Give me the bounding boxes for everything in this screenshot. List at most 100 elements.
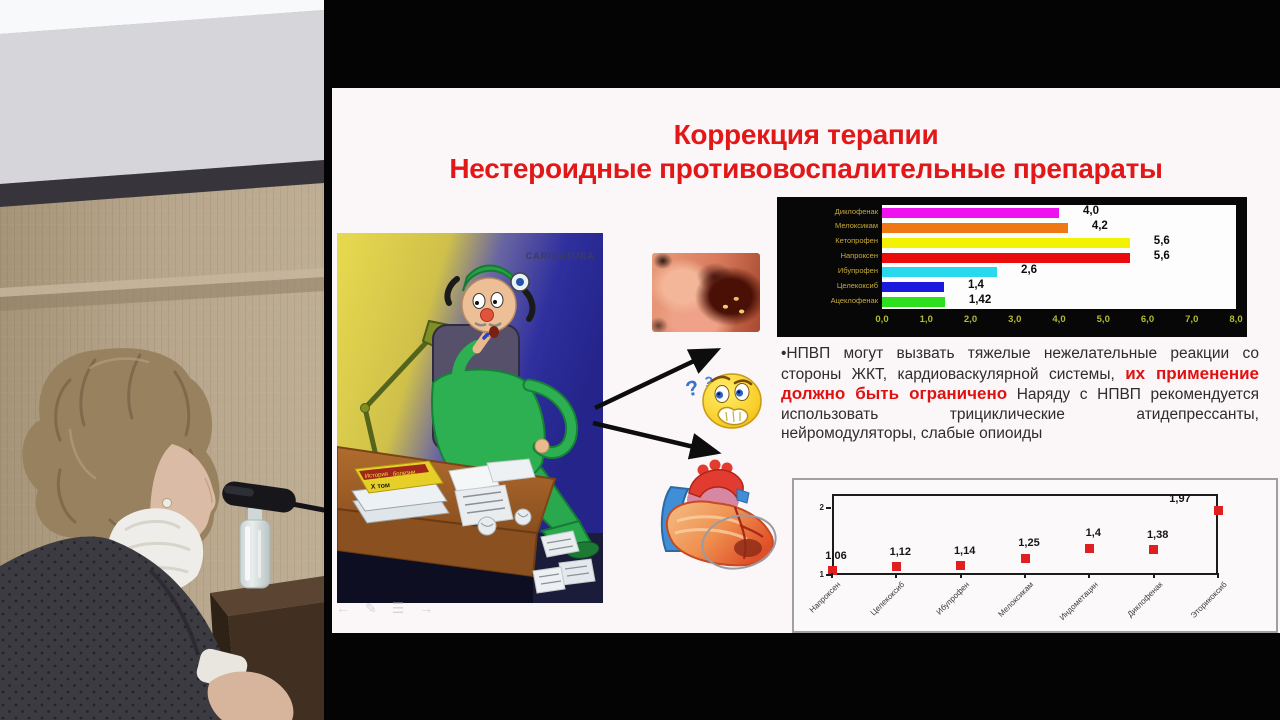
x-tick-mark: [1024, 573, 1026, 578]
bar-value-label: 5,6: [1153, 249, 1170, 262]
bar: [882, 267, 998, 278]
x-tick-mark: [959, 573, 962, 578]
next-slide-button-icon[interactable]: →: [419, 600, 434, 616]
bar: [882, 222, 1068, 233]
bar-category-label: Целекоксиб: [836, 280, 878, 290]
x-tick-mark: [1088, 573, 1091, 578]
scatter-category-label: Ибупрофен: [934, 580, 972, 617]
scatter-y-tick-label: 2: [819, 503, 824, 512]
medical-history-book: История болезни X том: [351, 460, 450, 524]
scatter-category-label: Напроксен: [807, 580, 843, 615]
prev-slide-button-icon[interactable]: ←: [336, 600, 350, 616]
microphone: [222, 481, 324, 513]
bar-category-label: Напроксен: [840, 251, 878, 261]
bar-x-tick-label: 5,0: [1096, 314, 1110, 325]
bar-x-tick-label: 3,0: [1008, 314, 1022, 325]
endoscopy-image: [652, 253, 760, 332]
heart-illustration: [660, 459, 777, 570]
x-tick-mark: [1152, 573, 1155, 578]
body-text-highlight: их применение должно быть ограничено: [781, 363, 1259, 404]
scatter-point: [827, 566, 837, 576]
scatter-category-label: Эторикоксиб: [1188, 580, 1229, 620]
projection-screen-top: [0, 0, 324, 34]
body-text-segment: Наряду с НПВП рекомендуется использовать…: [781, 386, 1260, 442]
scatter-y-tick-label: 1: [819, 570, 824, 579]
x-tick-mark: [831, 573, 833, 578]
water-bottle: [239, 500, 271, 589]
bar-value-label: 1,4: [967, 279, 984, 292]
gi-risk-bar-chart: Диклофенак 4,0 Мелоксикам 4,2 Кетопрофен 5,6 Н…: [777, 197, 1247, 337]
scatter-category-label: Мелоксикам: [996, 580, 1036, 619]
speaker-photo: [0, 0, 324, 720]
scatter-value-label: 1,06: [825, 549, 847, 562]
slide-body-text: •НПВП могут вызвать тяжелые нежелательны…: [781, 344, 1259, 444]
presenter-toolbar: ← ✎ ☰ →: [336, 600, 433, 616]
scatter-value-label: 1,97: [1169, 493, 1191, 505]
slide-title: Коррекция терапии Нестероидные противово…: [332, 118, 1280, 186]
projection-screen: [0, 10, 324, 184]
aorta: [688, 469, 744, 500]
scatter-value-label: 1,14: [953, 544, 976, 557]
slide-title-line2: Нестероидные противовоспалительные препа…: [449, 153, 1163, 184]
bar-category-label: Мелоксикам: [835, 221, 878, 231]
bar-x-tick-label: 2,0: [963, 314, 978, 325]
scatter-value-label: 1,4: [1085, 527, 1101, 540]
slide-title-line1: Коррекция терапии: [673, 119, 939, 150]
scatter-category-label: Целекоксиб: [869, 580, 907, 618]
scatter-value-label: 1,38: [1146, 528, 1169, 541]
presentation-slide: Коррекция терапии Нестероидные противово…: [332, 88, 1280, 633]
scatter-point: [1084, 543, 1094, 553]
bar-category-label: Ибупрофен: [837, 265, 878, 275]
infarct-zone-circle: [701, 514, 777, 570]
doctor: [431, 264, 600, 559]
scatter-point: [1213, 505, 1223, 515]
bar-x-tick-label: 6,0: [1140, 314, 1155, 325]
papers: [448, 458, 596, 594]
question-mark: ?: [684, 376, 701, 401]
speaker-hand: [207, 671, 294, 720]
y-tick-mark: [826, 507, 831, 509]
bar-x-tick-label: 4,0: [1052, 314, 1066, 325]
slide-video-area: Коррекция терапии Нестероидные противово…: [324, 0, 1280, 720]
hair-tufts: [444, 276, 536, 322]
bar-x-tick-label: 0,0: [875, 314, 889, 325]
book-volume: X том: [370, 482, 390, 491]
scatter-category-label: Индометацин: [1057, 580, 1100, 623]
question-mark: ?: [702, 373, 714, 391]
scatter-point: [956, 561, 966, 571]
bar-value-label: 4,2: [1091, 219, 1108, 232]
bar-value-label: 1,42: [968, 294, 992, 307]
scatter-point: [1149, 545, 1159, 555]
scatter-point: [891, 562, 901, 572]
cartoon-caption: CARICATURA: [526, 251, 595, 261]
cv-risk-scatter-chart: 1,06 Напроксен 1,12 Целекоксиб 1,14 Ибупрофен…: [792, 478, 1278, 633]
bar-category-label: Диклофенак: [834, 206, 878, 216]
bar-x-tick-label: 7,0: [1185, 314, 1199, 325]
screen-frame: [0, 160, 324, 207]
scatter-point: [1020, 553, 1030, 563]
scatter-category-label: Диклофенак: [1125, 580, 1165, 619]
scatter-value-label: 1,25: [1018, 537, 1040, 550]
bar: [882, 297, 945, 308]
bar-category-label: Ацеклофенак: [830, 295, 878, 305]
body-text-segment: •НПВП могут вызвать тяжелые нежелательны…: [781, 345, 1259, 383]
doctor-cartoon: CARICATURA: [337, 233, 603, 603]
y-tick-mark: [826, 574, 831, 576]
bar: [882, 237, 1130, 248]
bar: [882, 252, 1130, 263]
book-title-line2: болезни: [393, 470, 416, 478]
bar-category-label: Кетопрофен: [835, 236, 878, 246]
book-title-line1: История: [365, 472, 389, 480]
bar-x-tick-label: 1,0: [919, 314, 933, 325]
thinking-emoji: ? ?: [684, 373, 762, 429]
bar-value-label: 2,6: [1021, 264, 1038, 277]
earring: [162, 498, 172, 508]
pen-tool-button-icon[interactable]: ✎: [365, 600, 377, 616]
scatter-value-label: 1,12: [889, 545, 912, 558]
bar: [882, 282, 944, 293]
slide-menu-button-icon[interactable]: ☰: [391, 600, 405, 616]
bar-value-label: 4,0: [1083, 205, 1099, 217]
bar-x-tick-label: 8,0: [1229, 314, 1243, 325]
x-tick-mark: [895, 573, 898, 578]
